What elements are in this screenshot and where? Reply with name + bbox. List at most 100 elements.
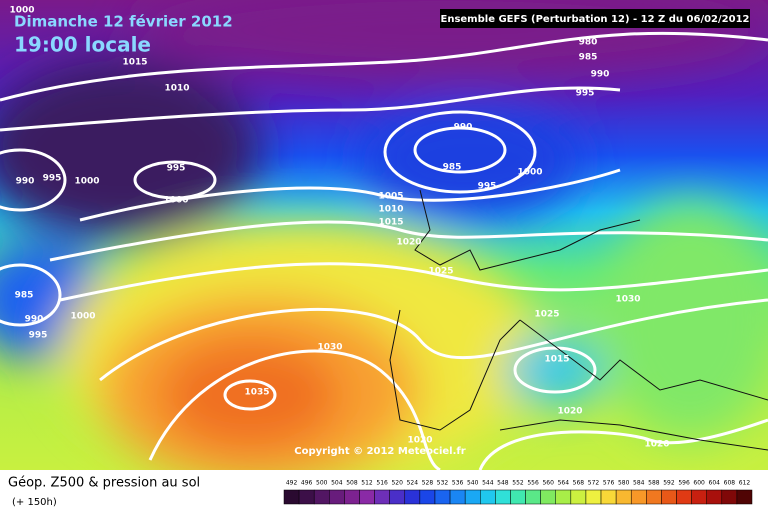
isobar-label: 1015 — [378, 218, 403, 228]
color-swatch — [600, 489, 617, 505]
isobar-label: 1020 — [557, 407, 582, 417]
isobar-label: 1010 — [378, 205, 403, 215]
scale-label: 568 — [573, 480, 585, 487]
isobar-label: 1005 — [378, 192, 403, 202]
scale-label: 604 — [709, 480, 721, 487]
isobar-label: 995 — [43, 174, 62, 184]
scale-label: 536 — [452, 480, 464, 487]
isobar-label: 1010 — [164, 84, 189, 94]
color-swatch — [298, 489, 315, 505]
scale-label: 560 — [542, 480, 554, 487]
color-swatch — [359, 489, 375, 505]
scale-label: 508 — [346, 480, 358, 487]
color-swatch — [736, 489, 753, 505]
isobar-label: 1000 — [163, 196, 188, 206]
isobar-label: 1015 — [544, 355, 569, 365]
isobar-label: 985 — [15, 291, 34, 301]
time: 19:00 locale — [14, 33, 151, 57]
isobar-label: 1000 — [70, 312, 95, 322]
color-swatch — [691, 489, 707, 505]
isobar-label: 1025 — [534, 310, 559, 320]
color-swatch — [646, 489, 662, 505]
scale-label: 540 — [467, 480, 479, 487]
color-swatch — [540, 489, 556, 505]
color-swatch — [495, 489, 511, 505]
isobar-label: 990 — [591, 70, 610, 80]
isobar-label: 1030 — [317, 343, 342, 353]
scale-label: 504 — [331, 480, 343, 487]
scale-label: 544 — [482, 480, 494, 487]
color-swatch — [464, 489, 481, 505]
run-box — [440, 9, 750, 28]
isobar-label: 985 — [443, 163, 462, 173]
scale-label: 580 — [618, 480, 630, 487]
color-swatch — [721, 489, 738, 505]
scale-label: 532 — [437, 480, 449, 487]
color-swatch — [676, 489, 692, 505]
isobar-label: 1020 — [644, 440, 669, 450]
scale-label: 552 — [512, 480, 524, 487]
map — [0, 0, 768, 470]
color-swatch — [313, 489, 330, 505]
color-swatch — [555, 489, 572, 505]
scale-label: 612 — [739, 480, 751, 487]
color-swatch — [630, 489, 647, 505]
legend-lead: (+ 150h) — [12, 497, 57, 508]
isobar-label: 1000 — [9, 6, 34, 16]
isobar-label: 995 — [29, 331, 48, 341]
color-swatch — [510, 489, 526, 505]
color-swatch — [525, 489, 541, 505]
scale-label: 576 — [603, 480, 615, 487]
scale-label: 492 — [286, 480, 298, 487]
color-swatch — [585, 489, 602, 505]
legend-title: Géop. Z500 & pression au sol — [8, 476, 200, 491]
isobar-label: 985 — [579, 53, 598, 63]
color-swatch — [434, 489, 451, 505]
isobar-label: 1015 — [122, 58, 147, 68]
scale-label: 520 — [391, 480, 403, 487]
scale-label: 512 — [361, 480, 373, 487]
isobar-label: 990 — [454, 123, 473, 133]
scale-label: 564 — [558, 480, 570, 487]
scale-label: 592 — [663, 480, 675, 487]
isobar-label: 1000 — [74, 177, 99, 187]
color-swatch — [661, 489, 677, 505]
scale-label: 588 — [648, 480, 660, 487]
isobar-label: 995 — [478, 182, 497, 192]
scale-label: 556 — [527, 480, 539, 487]
color-swatch — [283, 489, 300, 505]
date: Dimanche 12 février 2012 — [14, 13, 233, 31]
isobar-label: 995 — [167, 164, 186, 174]
isobar-label: 1020 — [407, 436, 432, 446]
color-swatch — [389, 489, 406, 505]
scale-label: 500 — [316, 480, 328, 487]
color-swatch — [329, 489, 345, 505]
color-swatch — [344, 489, 360, 505]
color-swatch — [706, 489, 723, 505]
scale-label: 584 — [633, 480, 645, 487]
isobar-label: 1025 — [428, 267, 453, 277]
color-swatch — [615, 489, 632, 505]
scale-label: 596 — [678, 480, 690, 487]
color-swatch — [570, 489, 587, 505]
isobar-label: 1035 — [244, 388, 269, 398]
isobar-label: 1000 — [517, 168, 542, 178]
isobar-label: 1020 — [396, 238, 421, 248]
scale-label: 528 — [422, 480, 434, 487]
isobar-label: 980 — [579, 38, 598, 48]
color-swatch — [449, 489, 466, 505]
run-info: Ensemble GEFS (Perturbation 12) - 12 Z d… — [441, 14, 750, 25]
isobar-label: 990 — [16, 177, 35, 187]
color-swatch — [374, 489, 390, 505]
color-swatch — [480, 489, 496, 505]
scale-label: 572 — [588, 480, 600, 487]
isobar-label: 1030 — [615, 295, 640, 305]
isobar-label: 995 — [576, 89, 595, 99]
scale-label: 600 — [693, 480, 705, 487]
color-swatch — [404, 489, 421, 505]
scale-label: 516 — [376, 480, 388, 487]
color-swatch — [419, 489, 436, 505]
scale-label: 496 — [301, 480, 313, 487]
scale-label: 548 — [497, 480, 509, 487]
